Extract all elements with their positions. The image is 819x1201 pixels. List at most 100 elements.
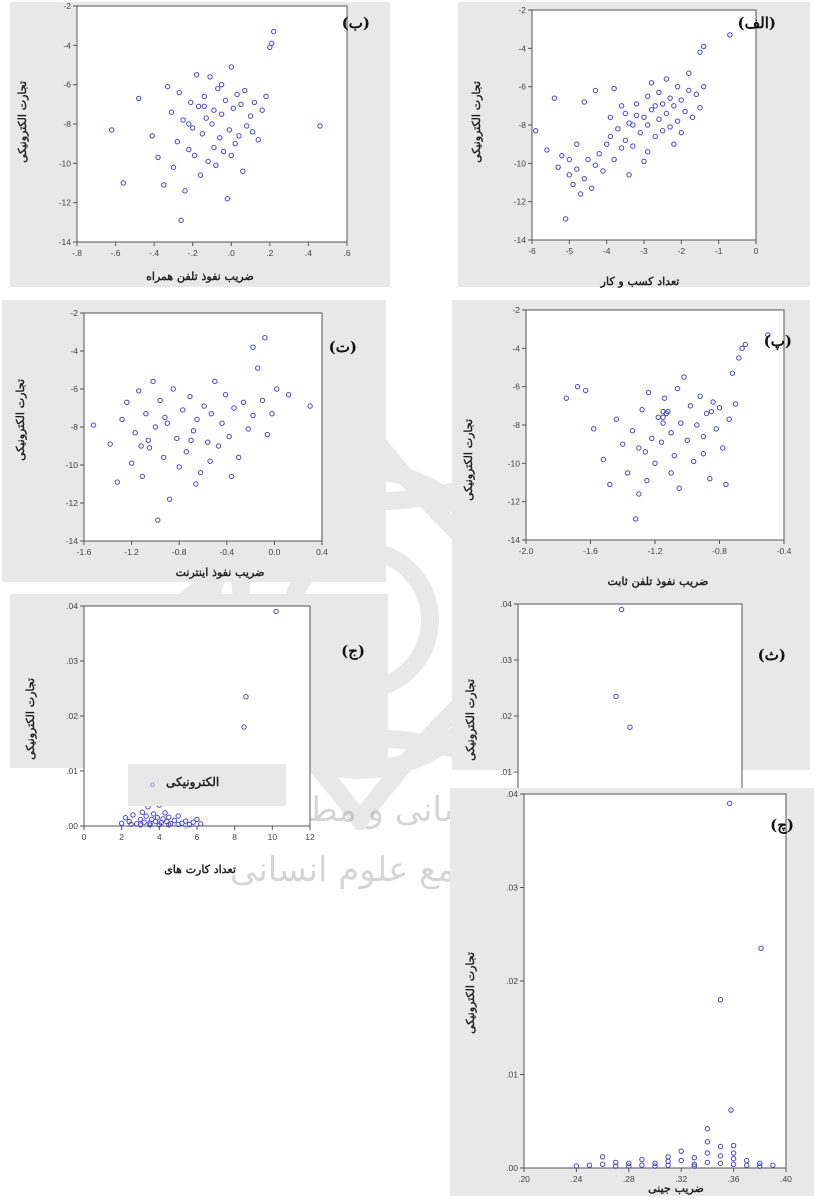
data-point xyxy=(660,414,666,421)
data-point xyxy=(230,105,236,111)
data-point xyxy=(585,156,591,163)
data-point xyxy=(652,133,658,140)
x-tick-label: -4 xyxy=(603,246,611,256)
chart-panel-be: -.8 -.6 -.4 -.2 .0 .2 .4 .6 -14 -12 -10 -8 -6 -4 -2 (ب)… xyxy=(10,1,390,287)
data-point xyxy=(599,1154,606,1160)
x-tick-label: 4 xyxy=(157,832,162,842)
data-point xyxy=(213,162,219,169)
x-tick-label: -1.2 xyxy=(648,546,663,556)
data-point xyxy=(633,112,640,119)
y-tick-label: -4 xyxy=(70,346,78,356)
data-point xyxy=(629,428,636,434)
y-tick-label: -12 xyxy=(514,197,527,207)
data-point xyxy=(228,64,234,70)
x-tick-label: -.2 xyxy=(188,248,198,258)
data-point xyxy=(146,445,153,451)
data-point xyxy=(701,83,707,90)
data-point xyxy=(208,411,215,417)
data-point xyxy=(218,81,225,88)
data-point xyxy=(141,819,147,825)
data-point xyxy=(704,1139,711,1145)
data-point xyxy=(193,72,200,78)
data-point xyxy=(149,816,155,823)
data-point xyxy=(236,133,242,139)
data-point xyxy=(697,105,703,111)
data-point xyxy=(566,172,573,178)
data-point xyxy=(739,345,745,352)
data-point xyxy=(559,152,565,159)
x-tick-label: .2 xyxy=(266,248,273,258)
data-point xyxy=(222,392,229,398)
data-point xyxy=(263,93,269,100)
data-point xyxy=(222,97,229,104)
x-tick-label: -1.6 xyxy=(583,546,598,556)
data-point xyxy=(164,420,171,426)
data-point xyxy=(678,97,685,103)
data-point xyxy=(219,420,225,426)
data-point xyxy=(155,517,161,523)
data-point xyxy=(697,393,703,399)
data-point xyxy=(728,1107,734,1113)
chart-title: (ث) xyxy=(758,646,786,664)
y-tick-label: .03 xyxy=(506,883,518,893)
data-point xyxy=(199,131,206,137)
data-point xyxy=(533,128,539,134)
chart-panel-te: -1.6 -1.2 -0.8 -0.4 0.0 0.4 -14 -12 -10 -8 -6 -4 -2 (… xyxy=(2,300,386,582)
data-point xyxy=(618,606,625,613)
data-point xyxy=(201,93,207,100)
y-axis-label: تجارت الکترونیکی xyxy=(24,678,37,760)
data-point xyxy=(231,405,237,411)
data-point xyxy=(639,1156,645,1163)
data-point xyxy=(201,103,207,110)
data-point xyxy=(226,127,233,133)
data-point xyxy=(626,1160,632,1167)
data-point xyxy=(212,378,218,385)
y-tick-label: -14 xyxy=(514,235,527,245)
data-point xyxy=(663,410,669,417)
data-point xyxy=(245,426,251,432)
data-point xyxy=(224,196,231,202)
data-point xyxy=(729,370,736,376)
data-point xyxy=(269,40,275,47)
data-point xyxy=(693,91,699,98)
y-tick-label: -8 xyxy=(518,120,526,130)
x-tick-label: .6 xyxy=(343,248,350,258)
data-point xyxy=(188,437,194,444)
data-point xyxy=(174,139,180,145)
data-point xyxy=(190,819,196,825)
x-tick-label: .24 xyxy=(570,1174,582,1184)
data-point xyxy=(162,810,168,816)
x-tick-label: 8 xyxy=(232,832,237,842)
data-point xyxy=(611,85,617,92)
x-tick-label: 0.0 xyxy=(268,547,280,557)
plot-area xyxy=(76,5,348,243)
y-tick-label: -4 xyxy=(512,343,520,353)
y-axis-label: تجارت الکترونیکی xyxy=(16,81,29,163)
data-point xyxy=(633,101,640,107)
data-point xyxy=(642,449,649,455)
data-point xyxy=(765,332,771,338)
data-point xyxy=(603,141,610,147)
data-point xyxy=(262,335,268,341)
data-point xyxy=(622,137,629,144)
data-point xyxy=(627,724,633,730)
x-tick-label: -6 xyxy=(528,246,536,256)
data-point xyxy=(130,812,136,818)
chart-panel-che: .20 .24 .28 .32 .36 .40 .00 .01 .02 .03 .04 (چ) ضریب… xyxy=(450,788,814,1196)
data-point xyxy=(175,821,181,828)
x-tick-label: -0.4 xyxy=(219,547,234,557)
y-tick-label: -12 xyxy=(508,497,521,507)
scatter-chart-jim: 0 2 4 6 8 10 12 .00 .01 .02 .03 .04 (ج) تعداد کارت ها… xyxy=(24,601,365,876)
data-point xyxy=(161,182,167,188)
data-point xyxy=(120,180,126,186)
x-tick-label: -0.8 xyxy=(712,546,727,556)
x-tick-label: -2 xyxy=(678,246,686,256)
data-point xyxy=(717,1143,724,1150)
data-point xyxy=(668,429,674,436)
data-point xyxy=(717,1160,724,1167)
data-point xyxy=(574,166,580,172)
x-tick-label: -.6 xyxy=(111,248,121,258)
data-point xyxy=(114,479,121,485)
x-tick-label: -0.4 xyxy=(777,546,792,556)
y-tick-label: -10 xyxy=(514,158,527,168)
